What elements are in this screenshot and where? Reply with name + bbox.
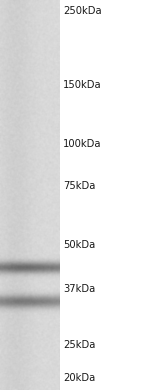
Text: 25kDa: 25kDa [63, 340, 95, 350]
Text: 75kDa: 75kDa [63, 181, 95, 191]
Text: 50kDa: 50kDa [63, 240, 95, 250]
Text: 250kDa: 250kDa [63, 6, 102, 16]
Text: 100kDa: 100kDa [63, 139, 102, 149]
Text: 37kDa: 37kDa [63, 284, 95, 294]
Text: 20kDa: 20kDa [63, 373, 95, 383]
Text: 150kDa: 150kDa [63, 80, 102, 90]
